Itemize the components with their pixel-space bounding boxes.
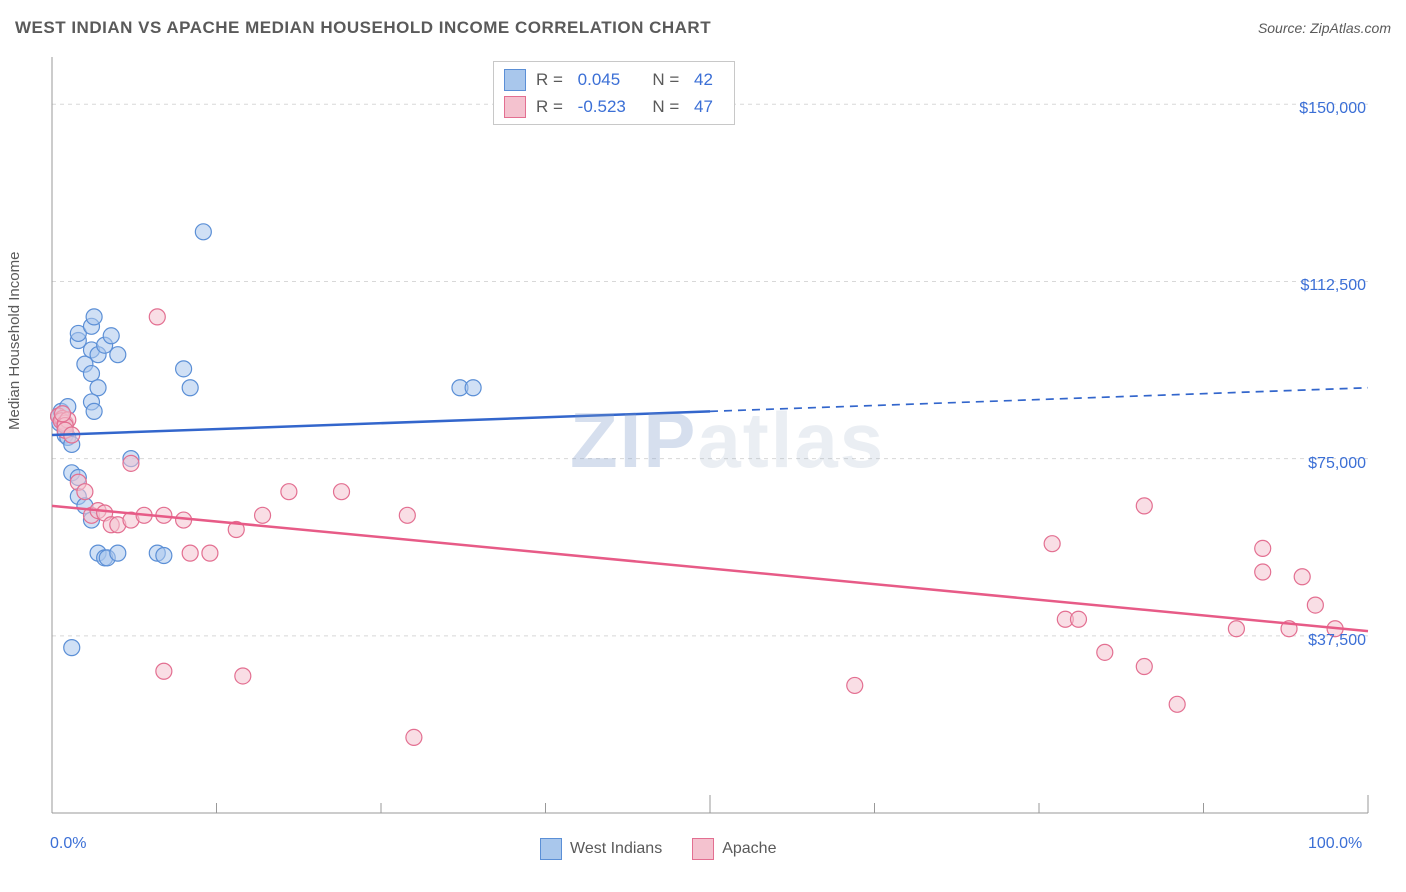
y-axis-label: Median Household Income bbox=[6, 252, 23, 430]
stats-legend-row: R = -0.523 N = 47 bbox=[504, 93, 724, 120]
x-tick-label: 100.0% bbox=[1308, 835, 1362, 853]
stat-n-label: N = bbox=[648, 93, 684, 120]
stat-r-value: 0.045 bbox=[578, 66, 638, 93]
stats-legend: R = 0.045 N = 42R = -0.523 N = 47 bbox=[493, 61, 735, 125]
plot-area: ZIPatlas R = 0.045 N = 42R = -0.523 N = … bbox=[50, 55, 1370, 815]
legend-swatch bbox=[504, 96, 526, 118]
source-label: Source: ZipAtlas.com bbox=[1258, 20, 1391, 36]
legend-label: West Indians bbox=[570, 840, 662, 858]
y-tick-label: $150,000 bbox=[1278, 100, 1366, 118]
legend-label: Apache bbox=[722, 840, 776, 858]
series-legend: West Indians Apache bbox=[540, 838, 776, 860]
scatter-chart bbox=[50, 55, 1370, 815]
stat-r-label: R = bbox=[536, 66, 568, 93]
y-tick-label: $75,000 bbox=[1278, 455, 1366, 473]
legend-item: Apache bbox=[692, 838, 776, 860]
legend-swatch bbox=[504, 69, 526, 91]
y-tick-label: $112,500 bbox=[1278, 277, 1366, 295]
stat-n-label: N = bbox=[648, 66, 684, 93]
legend-swatch bbox=[540, 838, 562, 860]
legend-item: West Indians bbox=[540, 838, 662, 860]
x-tick-label: 0.0% bbox=[50, 835, 86, 853]
chart-title: WEST INDIAN VS APACHE MEDIAN HOUSEHOLD I… bbox=[15, 18, 711, 37]
stat-n-value: 42 bbox=[694, 66, 724, 93]
legend-swatch bbox=[692, 838, 714, 860]
stat-n-value: 47 bbox=[694, 93, 724, 120]
y-tick-label: $37,500 bbox=[1278, 632, 1366, 650]
stat-r-value: -0.523 bbox=[578, 93, 638, 120]
stat-r-label: R = bbox=[536, 93, 568, 120]
stats-legend-row: R = 0.045 N = 42 bbox=[504, 66, 724, 93]
